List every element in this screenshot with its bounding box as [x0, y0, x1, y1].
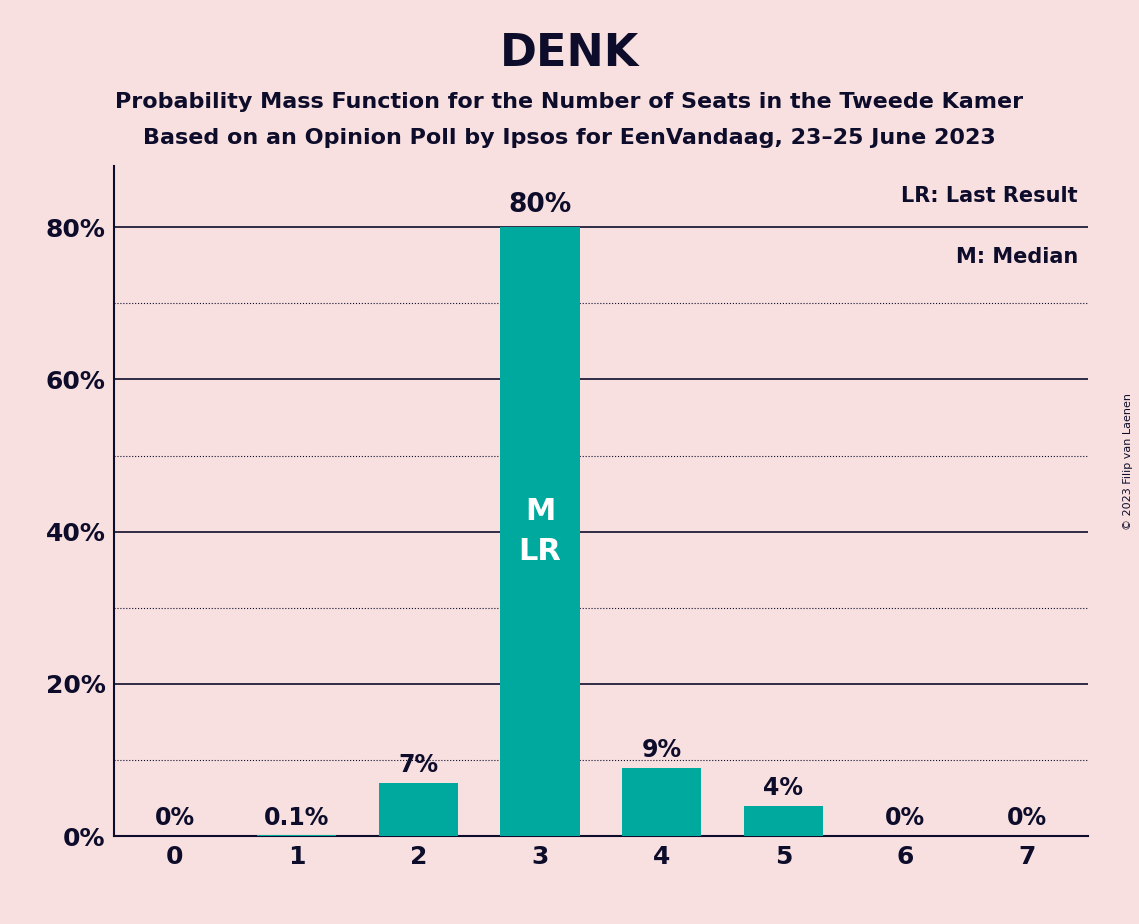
Text: 0.1%: 0.1% [264, 806, 329, 830]
Bar [744, 806, 823, 836]
Text: © 2023 Filip van Laenen: © 2023 Filip van Laenen [1123, 394, 1132, 530]
Text: 80%: 80% [508, 192, 572, 218]
Text: LR: Last Result: LR: Last Result [901, 187, 1077, 206]
Bar [378, 783, 458, 836]
Text: M: Median: M: Median [956, 247, 1077, 267]
Text: 9%: 9% [641, 737, 682, 761]
Text: 0%: 0% [155, 806, 195, 830]
Text: M
LR: M LR [518, 497, 562, 566]
Bar [622, 768, 702, 836]
Bar [500, 227, 580, 836]
Text: Based on an Opinion Poll by Ipsos for EenVandaag, 23–25 June 2023: Based on an Opinion Poll by Ipsos for Ee… [144, 128, 995, 148]
Text: 4%: 4% [763, 775, 803, 799]
Text: 0%: 0% [885, 806, 925, 830]
Text: DENK: DENK [500, 32, 639, 76]
Text: 0%: 0% [1007, 806, 1047, 830]
Text: 7%: 7% [399, 753, 439, 777]
Text: Probability Mass Function for the Number of Seats in the Tweede Kamer: Probability Mass Function for the Number… [115, 92, 1024, 113]
